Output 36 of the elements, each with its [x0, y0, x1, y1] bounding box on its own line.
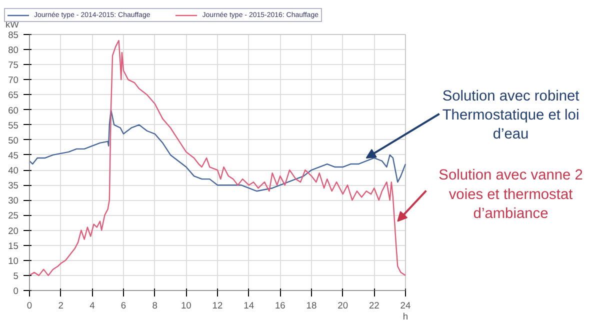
y-tick-label: 30: [8, 196, 19, 206]
y-tick-label: 60: [8, 105, 19, 116]
x-axis-title: h: [402, 312, 408, 322]
y-tick-label: 0: [13, 286, 19, 296]
x-tick-label: 14: [244, 300, 254, 310]
y-tick-label: 85: [8, 30, 19, 40]
y-tick-label: 15: [8, 240, 19, 251]
x-tick-label: 20: [338, 300, 348, 310]
x-tick-label: 18: [306, 300, 317, 310]
y-tick-label: 80: [8, 45, 19, 56]
x-tick-label: 8: [152, 300, 158, 310]
y-tick-label: 65: [8, 90, 19, 100]
x-tick-label: 4: [90, 300, 95, 310]
annotation: Solution avec vanne 2 voies et thermostat d’ambiance: [438, 168, 583, 222]
y-tick-label: 45: [8, 150, 19, 160]
y-tick-label: 25: [8, 210, 19, 221]
x-tick-label: 22: [368, 300, 380, 310]
annotation: Solution avec robinet Thermostatique et loi d’eau: [442, 88, 580, 143]
x-tick-label: 10: [180, 300, 192, 310]
y-tick-label: 40: [8, 166, 19, 176]
x-tick-label: 2: [58, 300, 64, 310]
y-tick-label: 55: [8, 120, 19, 130]
x-tick-label: 24: [400, 300, 411, 310]
y-tick-label: 10: [8, 256, 19, 266]
y-tick-label: 20: [8, 226, 19, 236]
x-tick-label: 16: [274, 300, 286, 310]
y-tick-label: 5: [13, 270, 19, 281]
y-tick-label: 35: [8, 180, 19, 191]
y-tick-label: 70: [8, 75, 19, 86]
line-series: [28, 40, 406, 276]
x-tick-label: 0: [26, 300, 32, 310]
line-series: [28, 109, 406, 192]
x-tick-label: 12: [212, 300, 223, 310]
y-tick-label: 75: [8, 60, 19, 70]
x-tick-label: 6: [120, 300, 126, 310]
y-tick-label: 50: [8, 135, 19, 146]
